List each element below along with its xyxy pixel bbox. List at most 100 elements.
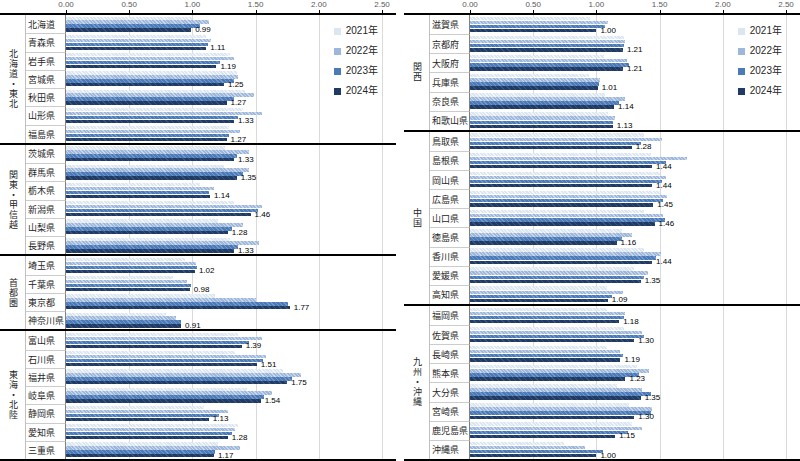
bar-line — [470, 252, 786, 255]
prefecture-row: 山形県1.33 — [26, 106, 396, 124]
x-tick-label: 0.00 — [462, 0, 478, 9]
bar-y2024 — [470, 29, 596, 32]
bar-y2023 — [470, 101, 619, 104]
bar-line: 1.14 — [66, 195, 382, 198]
bar-y2021 — [66, 276, 173, 279]
bar-y2022 — [470, 116, 615, 119]
x-axis: 0.000.501.001.502.002.50 — [0, 0, 396, 13]
prefecture-label: 福井県 — [26, 368, 66, 386]
x-tick-label: 0.50 — [121, 0, 137, 9]
prefecture-label: 山梨県 — [26, 218, 66, 236]
bar-y2024 — [66, 436, 228, 439]
x-tick-label: 0.00 — [58, 0, 74, 9]
legend-label: 2022年 — [750, 46, 782, 56]
bar-y2021 — [470, 384, 617, 387]
bar-y2022 — [66, 280, 187, 283]
bar-y2021 — [66, 71, 237, 74]
region-label: 北海道・東北 — [8, 49, 17, 109]
bar-y2023 — [470, 295, 612, 298]
value-label: 1.23 — [629, 375, 645, 383]
bar-line — [66, 165, 382, 168]
prefecture-rows: 富山県1.39石川県1.51福井県1.75岐阜県1.54静岡県1.13愛知県1.… — [26, 331, 396, 459]
value-label: 1.30 — [638, 413, 654, 421]
bars: 1.13 — [66, 404, 382, 422]
bar-line — [66, 302, 382, 305]
prefecture-label: 鹿児島県 — [430, 421, 470, 440]
region-label: 関東・甲信越 — [8, 170, 17, 230]
value-label: 1.28 — [232, 229, 248, 237]
bar-line: 1.77 — [66, 306, 382, 309]
bar-line: 1.44 — [470, 165, 786, 168]
bars: 1.30 — [470, 402, 786, 421]
bar-line — [66, 154, 382, 157]
prefecture-label: 北海道 — [26, 15, 66, 33]
bar-line: 1.28 — [66, 231, 382, 234]
bar-y2022 — [470, 331, 642, 334]
bar-y2022 — [66, 20, 209, 23]
bar-y2021 — [470, 365, 637, 368]
bar-line — [470, 229, 786, 232]
legend-item: 2024年 — [334, 86, 378, 96]
prefecture-label: 京都府 — [430, 34, 470, 53]
legend-marker-2021 — [738, 28, 745, 35]
bar-y2022 — [470, 427, 642, 430]
bar-line — [470, 218, 786, 221]
legend-label: 2024年 — [346, 86, 378, 96]
prefecture-row: 沖縄県1.00 — [430, 440, 800, 459]
bar-y2022 — [66, 373, 301, 376]
bar-y2021 — [66, 369, 283, 372]
prefecture-label: 新潟県 — [26, 200, 66, 218]
value-label: 1.33 — [238, 117, 254, 125]
bar-y2023 — [66, 227, 232, 230]
region-label: 関西 — [412, 62, 421, 82]
legend-marker-2021 — [334, 28, 341, 35]
bar-y2021 — [470, 286, 607, 289]
bar-line — [470, 308, 786, 311]
bar-y2022 — [470, 407, 652, 410]
prefecture-row: 長野県1.33 — [26, 236, 396, 254]
bar-y2021 — [66, 165, 224, 168]
bar-line — [66, 201, 382, 204]
prefecture-row: 和歌山県1.13 — [430, 111, 800, 130]
bar-y2023 — [66, 245, 238, 248]
bar-y2022 — [66, 316, 176, 319]
prefecture-row: 高知県1.09 — [430, 285, 800, 304]
value-label: 1.11 — [210, 44, 225, 52]
bars: 1.35 — [66, 163, 382, 181]
bar-line — [66, 238, 382, 241]
bars: 1.18 — [470, 306, 786, 325]
bar-y2022 — [66, 205, 262, 208]
value-label: 1.27 — [231, 99, 247, 107]
bar-line — [470, 384, 786, 387]
value-label: 1.19 — [220, 63, 236, 71]
bar-y2021 — [470, 172, 660, 175]
value-label: 1.44 — [656, 258, 672, 266]
bar-y2021 — [66, 183, 200, 186]
bar-y2023 — [66, 414, 219, 417]
bars: 1.77 — [66, 293, 382, 311]
bars: 0.98 — [66, 275, 382, 293]
bar-line — [470, 138, 786, 141]
bar-y2023 — [470, 316, 624, 319]
bar-y2022 — [470, 252, 661, 255]
bar-y2023 — [66, 377, 292, 380]
prefecture-label: 鳥取県 — [430, 132, 470, 151]
value-label: 1.00 — [600, 27, 616, 35]
region-group: 中国鳥取県1.28島根県1.44岡山県1.44広島県1.45山口県1.46徳島県… — [404, 132, 800, 306]
bar-line — [470, 233, 786, 236]
bar-line: 1.30 — [470, 339, 786, 342]
prefecture-label: 石川県 — [26, 350, 66, 368]
prefecture-row: 山梨県 1.28 — [26, 218, 396, 236]
value-label: 1.30 — [638, 337, 654, 345]
bar-line — [66, 424, 382, 427]
bar-line — [66, 258, 382, 261]
bar-y2023 — [66, 24, 200, 27]
bar-y2021 — [470, 442, 564, 445]
bar-y2024 — [470, 146, 632, 149]
bar-y2024 — [470, 454, 596, 457]
bar-line: 1.44 — [470, 261, 786, 264]
value-label: 1.39 — [246, 342, 262, 350]
x-tick-label: 1.50 — [248, 0, 264, 9]
bar-line — [66, 446, 382, 449]
value-label: 1.28 — [636, 143, 652, 151]
